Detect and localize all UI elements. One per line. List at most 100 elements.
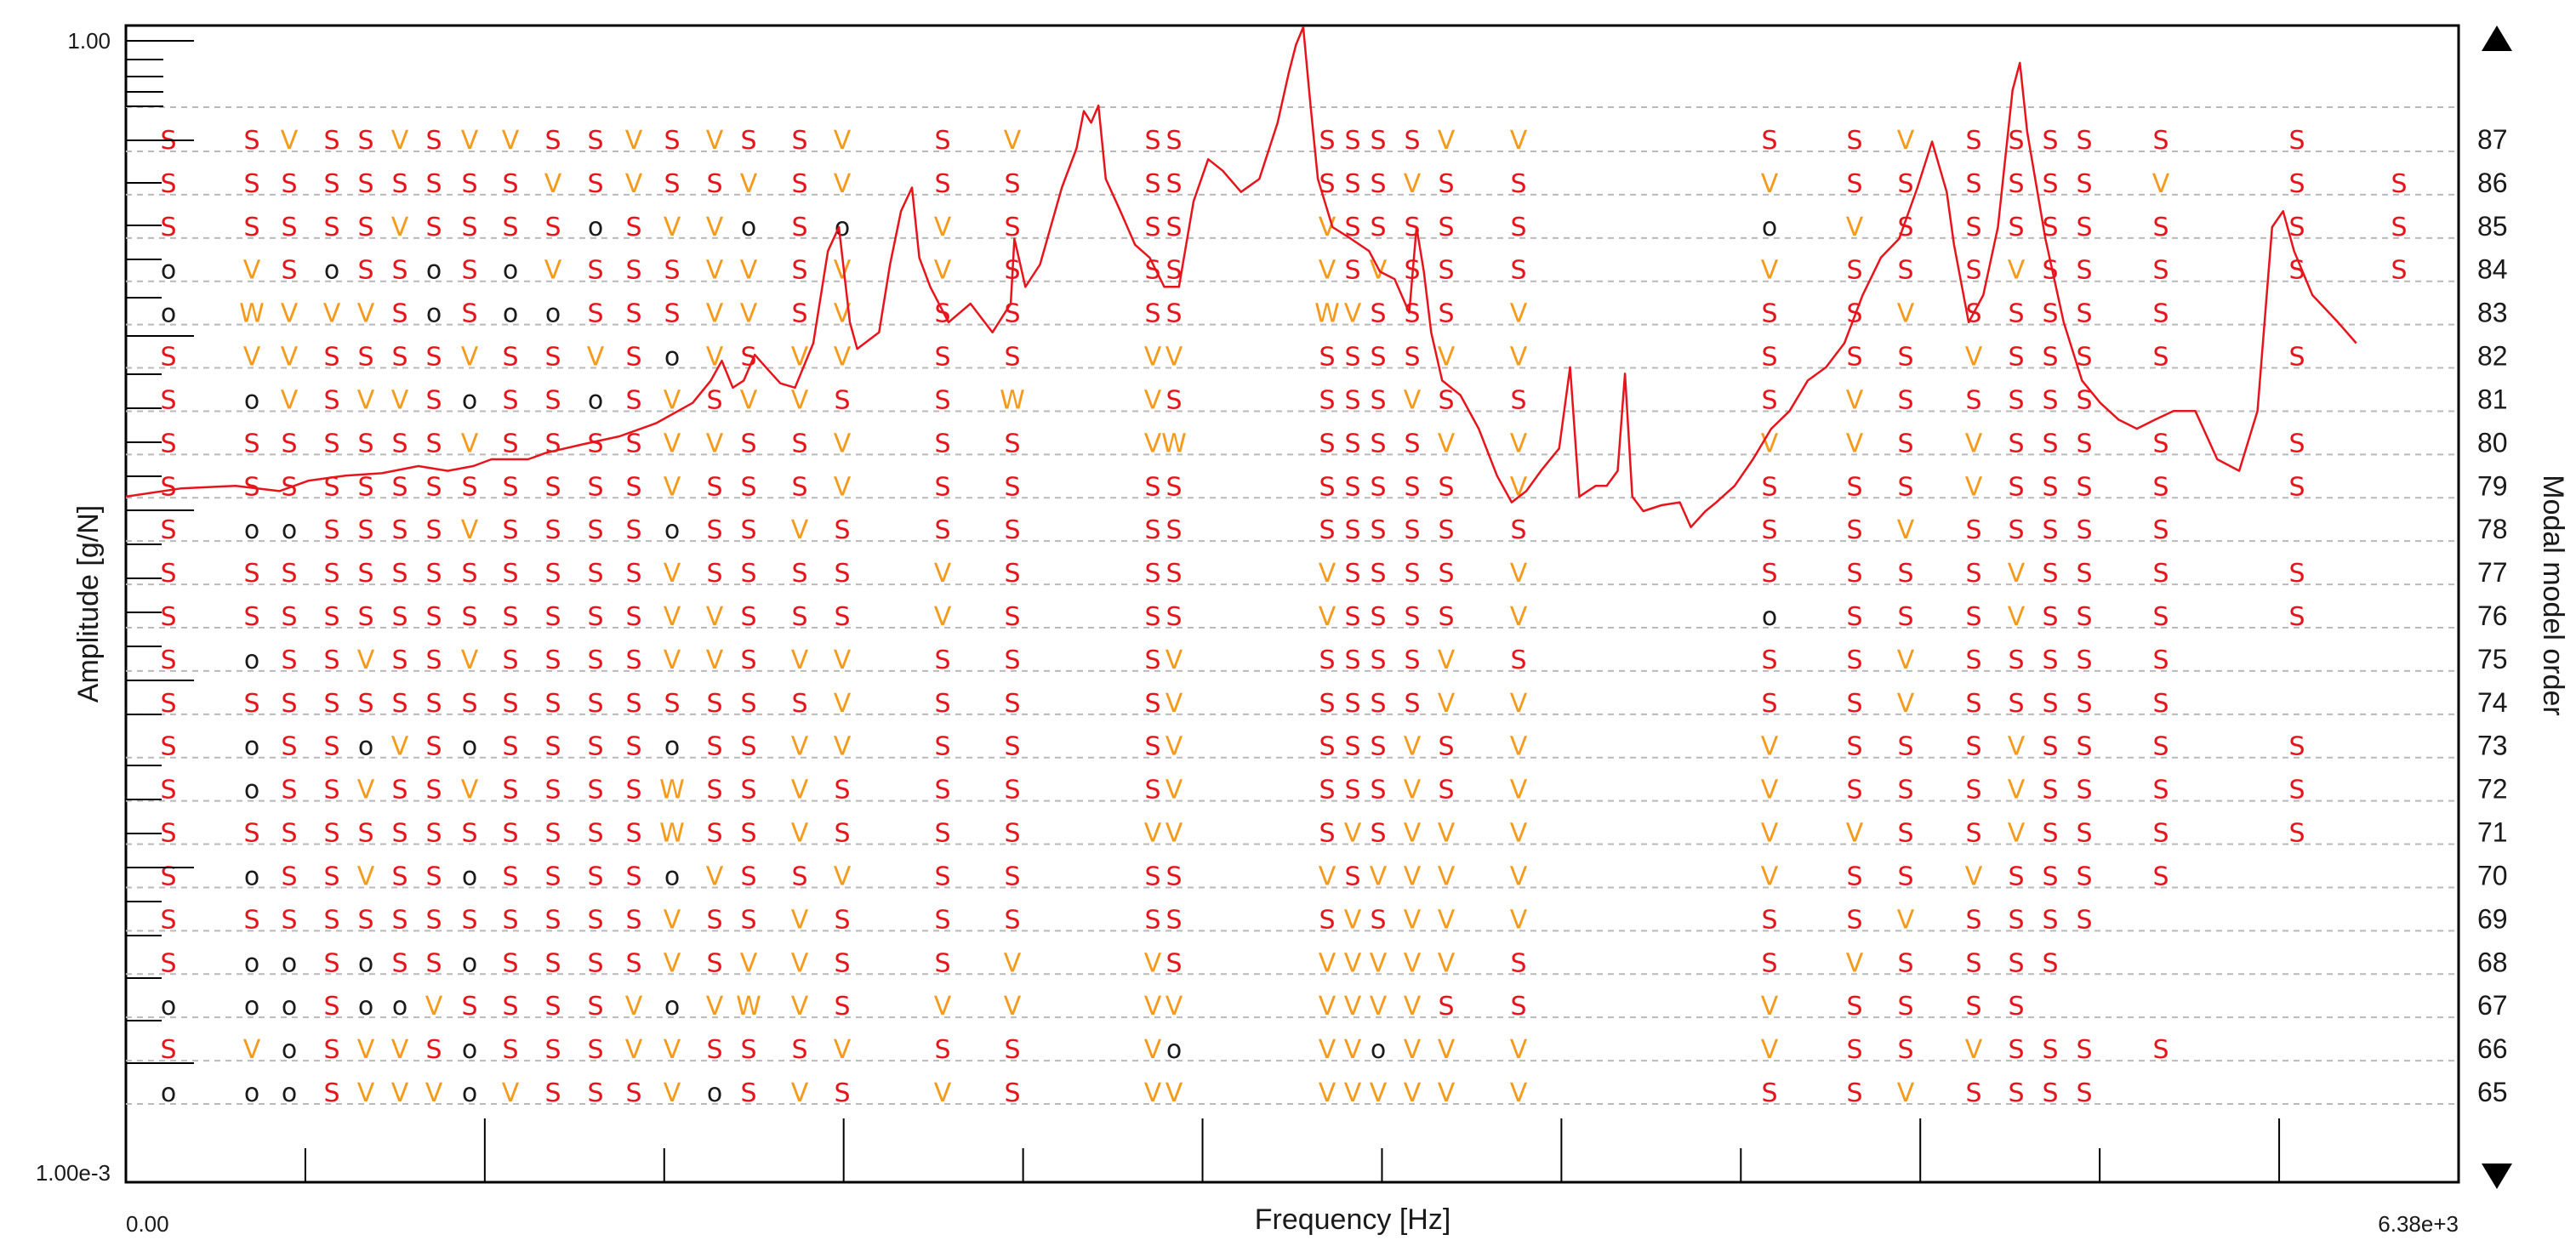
stability-marker-85-19: S [1144,213,1160,242]
stability-marker-75-30: S [1965,646,1981,675]
stability-marker-81-25: S [1438,385,1454,415]
stability-marker-73-5: V [391,732,409,762]
stability-marker-65-22: V [1344,1078,1362,1108]
stability-marker-68-2: o [282,948,297,978]
stability-marker-87-6: S [425,126,442,156]
stability-marker-85-7: S [461,213,477,242]
stability-marker-82-1: V [243,343,261,373]
stability-marker-80-25: V [1438,429,1456,458]
stability-marker-70-8: S [502,862,518,891]
stability-marker-73-10: S [587,732,603,762]
stability-marker-81-3: S [323,385,339,415]
stability-marker-79-25: S [1438,472,1454,502]
stability-marker-86-2: S [281,169,297,199]
stability-marker-71-35: S [2288,819,2305,849]
stability-marker-67-7: S [461,992,477,1021]
stability-marker-68-3: S [323,948,339,978]
stability-marker-67-11: V [625,992,643,1021]
stability-marker-72-23: S [1370,776,1386,805]
stability-marker-79-19: S [1144,472,1160,502]
stability-marker-83-34: S [2152,299,2169,329]
stability-marker-85-3: S [323,213,339,242]
stability-marker-86-28: S [1846,169,1862,199]
order-label-87: 87 [2477,124,2508,155]
stability-marker-73-8: S [502,732,518,762]
scroll-down-arrow-icon[interactable] [2482,1164,2512,1189]
stability-marker-71-33: S [2076,819,2092,849]
stability-marker-74-25: V [1438,689,1456,719]
stability-marker-83-1: W [239,299,265,329]
stability-marker-79-3: S [323,472,339,502]
stability-marker-85-31: S [2008,213,2024,242]
stability-marker-74-23: S [1370,689,1386,719]
order-label-83: 83 [2477,298,2508,328]
stability-marker-77-8: S [502,559,518,589]
stability-marker-71-5: S [391,819,407,849]
stability-marker-71-14: S [740,819,756,849]
stability-marker-75-32: S [2042,646,2058,675]
x-axis-label: Frequency [Hz] [1255,1203,1451,1236]
stability-marker-74-19: S [1144,689,1160,719]
stability-marker-83-24: S [1404,299,1420,329]
stability-marker-67-15: V [791,992,809,1021]
scroll-up-arrow-icon[interactable] [2482,26,2512,51]
stability-marker-78-31: S [2008,515,2024,545]
stability-marker-84-16: V [834,256,852,286]
stability-marker-68-17: S [934,948,950,978]
stability-marker-73-26: V [1510,732,1528,762]
stability-marker-72-1: o [244,776,259,805]
stability-marker-83-12: S [664,299,680,329]
stability-marker-85-23: S [1370,213,1386,242]
order-label-73: 73 [2477,731,2508,761]
stability-marker-85-26: S [1510,213,1526,242]
stability-marker-85-1: S [243,213,259,242]
stability-marker-73-15: V [791,732,809,762]
stability-marker-73-24: V [1404,732,1422,762]
stability-marker-80-2: S [281,429,297,458]
frf-series-layer [125,26,2357,529]
stability-marker-71-23: S [1370,819,1386,849]
stability-marker-82-24: S [1404,343,1420,373]
stability-marker-86-14: V [740,169,758,199]
stability-marker-70-31: S [2008,862,2024,891]
stability-marker-70-27: V [1761,862,1779,891]
stability-marker-85-22: S [1344,213,1360,242]
order-gridlines: 65 66 67 68 69 70 71 72 73 74 75 76 77 78 79 80 81 82 83 84… [126,106,2508,1107]
stability-marker-86-12: S [664,169,680,199]
stability-marker-81-28: V [1846,385,1864,415]
stability-marker-68-27: S [1761,948,1777,978]
stability-marker-76-34: S [2152,602,2169,632]
stability-marker-68-0: S [160,948,176,978]
stability-marker-71-28: V [1846,819,1864,849]
stability-marker-67-12: o [664,992,680,1021]
stability-marker-71-0: S [160,819,176,849]
stability-marker-69-4: S [357,905,373,935]
stability-marker-79-5: S [391,472,407,502]
stability-marker-84-31: V [2008,256,2026,286]
stability-marker-73-27: V [1761,732,1779,762]
stability-marker-68-30: S [1965,948,1981,978]
stability-marker-87-18: V [1004,126,1022,156]
stability-marker-75-20: V [1165,646,1183,675]
stability-marker-86-27: V [1761,169,1779,199]
stability-marker-66-27: V [1761,1035,1779,1065]
stability-marker-74-27: S [1761,689,1777,719]
stability-marker-78-3: S [323,515,339,545]
stability-marker-75-4: V [357,646,375,675]
stability-marker-81-17: S [934,385,950,415]
stability-marker-86-35: S [2288,169,2305,199]
stability-marker-69-30: S [1965,905,1981,935]
stability-marker-83-16: V [834,299,852,329]
stability-marker-84-11: S [625,256,641,286]
x-tick-max: 6.38e+3 [2378,1211,2459,1237]
stability-marker-69-12: V [664,905,681,935]
stability-marker-83-32: S [2042,299,2058,329]
stability-marker-69-14: S [740,905,756,935]
stability-marker-82-8: S [502,343,518,373]
stability-marker-80-13: V [706,429,724,458]
stability-marker-86-1: S [243,169,259,199]
stability-marker-75-8: S [502,646,518,675]
stability-marker-85-36: S [2391,213,2407,242]
stability-marker-75-34: S [2152,646,2169,675]
stability-marker-81-31: S [2008,385,2024,415]
